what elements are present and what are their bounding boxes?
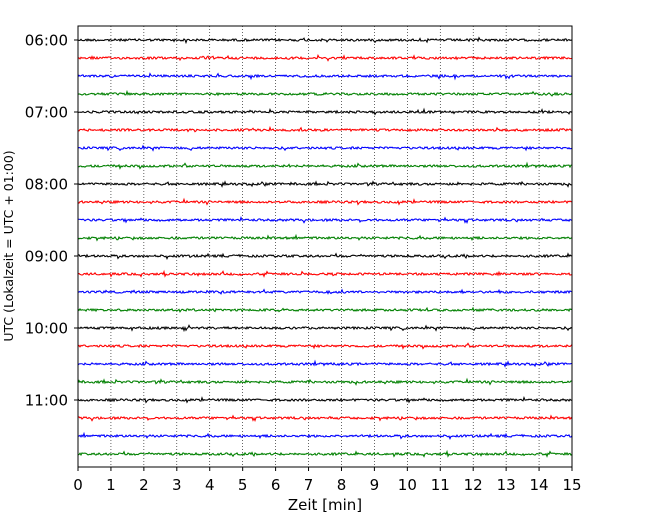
x-axis-label: Zeit [min]: [288, 496, 362, 514]
trace-line: [77, 395, 573, 404]
trace-line: [77, 449, 573, 458]
y-tick-label: 09:00: [25, 248, 68, 266]
trace-line: [77, 288, 573, 295]
x-tick-label: 3: [172, 476, 182, 494]
x-tick-label: 6: [271, 476, 281, 494]
x-tick-label: 9: [370, 476, 380, 494]
x-tick-label: 4: [205, 476, 215, 494]
y-tick-label: 06:00: [25, 32, 68, 50]
trace-line: [77, 107, 573, 116]
y-axis: 06:00 07:00 08:00 09:00 10:00 11:00: [25, 32, 78, 410]
x-tick-label: 12: [464, 476, 483, 494]
x-tick-label: 14: [530, 476, 549, 494]
trace-line: [77, 180, 573, 188]
trace-line: [77, 72, 573, 81]
x-axis: 0 1 2 3 4 5 6 7 8 9 10 11 12 13 14 15: [73, 467, 582, 494]
trace-line: [77, 342, 573, 350]
plot-frame: [77, 25, 573, 468]
y-axis-label: UTC (Lokalzeit = UTC + 01:00): [1, 150, 16, 341]
y-tick-label: 11:00: [25, 392, 68, 410]
trace-line: [77, 306, 573, 313]
trace-line: [77, 414, 573, 423]
x-tick-label: 10: [398, 476, 417, 494]
trace-line: [77, 36, 573, 45]
trace-line: [77, 144, 573, 152]
trace-line: [77, 252, 573, 260]
trace-line: [77, 269, 573, 278]
y-tick-label: 10:00: [25, 320, 68, 338]
trace-line: [77, 233, 573, 242]
trace-line: [77, 359, 573, 368]
x-tick-label: 15: [562, 476, 581, 494]
x-tick-label: 0: [73, 476, 83, 494]
trace-line: [77, 197, 573, 206]
x-tick-label: 7: [304, 476, 314, 494]
trace-line: [77, 161, 573, 170]
y-tick-label: 08:00: [25, 176, 68, 194]
x-tick-label: 8: [337, 476, 347, 494]
trace-line: [77, 53, 573, 62]
x-tick-label: 2: [139, 476, 149, 494]
y-tick-label: 07:00: [25, 104, 68, 122]
x-tick-label: 13: [497, 476, 516, 494]
trace-line: [77, 89, 573, 97]
x-tick-label: 1: [106, 476, 116, 494]
x-tick-label: 11: [431, 476, 450, 494]
trace-lines: [77, 36, 573, 458]
trace-line: [77, 125, 573, 133]
trace-line: [77, 324, 573, 333]
trace-line: [77, 377, 573, 386]
trace-line: [77, 431, 573, 440]
x-tick-label: 5: [238, 476, 248, 494]
trace-line: [77, 215, 573, 225]
